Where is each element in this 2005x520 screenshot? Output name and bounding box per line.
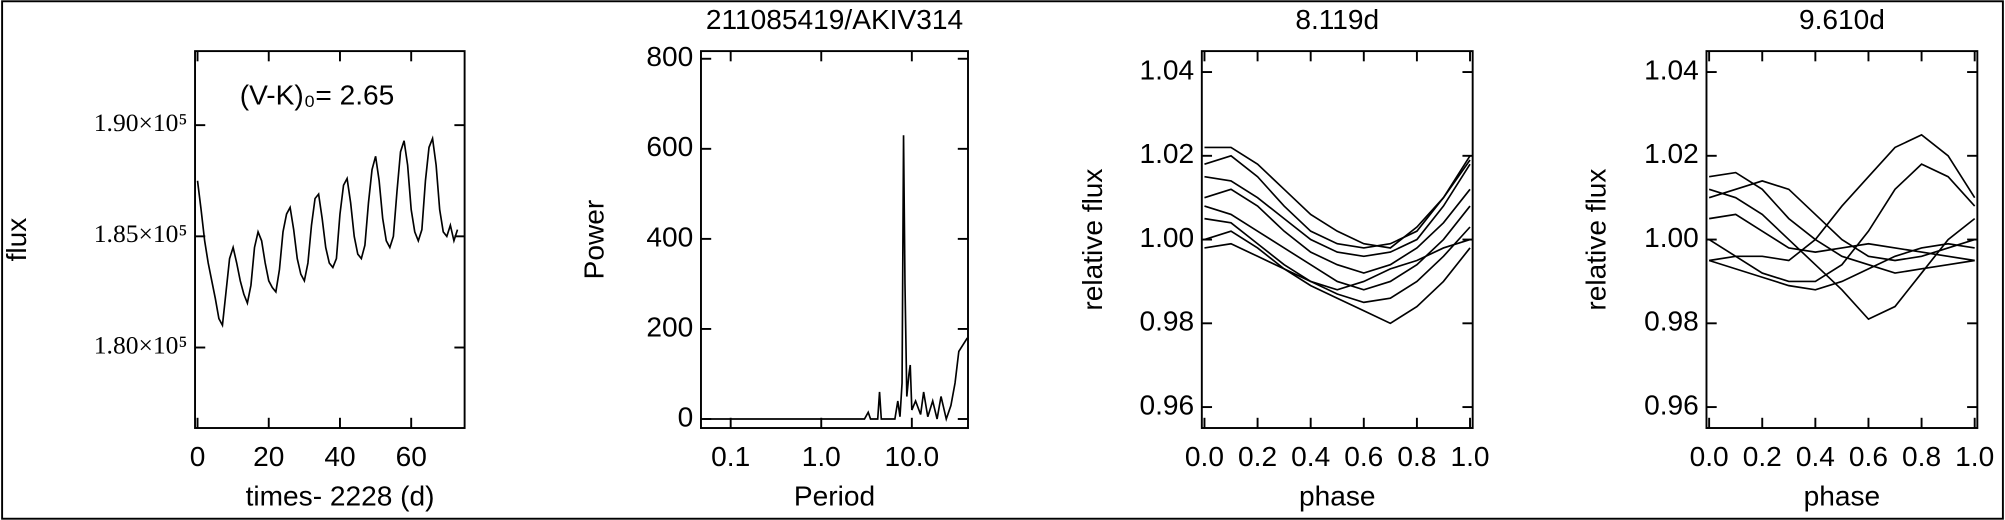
x-tick-label: 40 (324, 441, 355, 472)
y-tick-label: 1.04 (1139, 54, 1194, 85)
chart-title: 8.119d (1295, 4, 1379, 35)
y-tick-label: 0.98 (1644, 306, 1699, 337)
chart-title: 9.610d (1799, 4, 1885, 35)
x-tick-label: 60 (396, 441, 427, 472)
y-tick-label: 200 (646, 311, 693, 342)
x-axis-label: Period (794, 481, 875, 512)
x-tick-label: 0.4 (1291, 441, 1330, 472)
x-tick-label: 0.6 (1849, 441, 1888, 472)
x-tick-label: 10.0 (884, 441, 939, 472)
data-line (1709, 171, 1975, 274)
x-tick-label: 0.8 (1397, 441, 1436, 472)
data-line (1204, 146, 1471, 249)
y-tick-label: 1.80×10⁵ (94, 330, 188, 359)
x-tick-label: 1.0 (1450, 441, 1489, 472)
y-tick-label: 600 (646, 131, 693, 162)
plot-frame (1705, 50, 1979, 429)
y-tick-label: 0.96 (1644, 389, 1699, 420)
y-tick-label: 1.85×10⁵ (94, 219, 188, 248)
y-axis-label: flux (1, 218, 32, 262)
data-line (1204, 217, 1471, 304)
x-tick-label: 0.0 (1690, 441, 1729, 472)
annotation: (V-K)₀= 2.65 (240, 80, 395, 111)
data-line (1204, 230, 1471, 325)
data-line (1204, 163, 1471, 258)
data-line (196, 135, 459, 329)
x-axis-label: phase (1804, 481, 1881, 512)
y-tick-label: 1.00 (1139, 222, 1194, 253)
data-line (1709, 133, 1976, 262)
chart-title: 211085419/AKIV314 (706, 4, 963, 35)
x-tick-label: 0.6 (1344, 441, 1383, 472)
x-tick-label: 1.0 (802, 441, 841, 472)
y-axis-label: Power (579, 200, 610, 280)
data-line (1708, 188, 1976, 321)
data-line (1204, 188, 1471, 274)
x-tick-label: 0 (190, 441, 206, 472)
plot-frame (194, 50, 466, 429)
plot-frame (1200, 50, 1474, 429)
y-tick-label: 800 (646, 41, 693, 72)
x-tick-label: 1.0 (1955, 441, 1994, 472)
x-tick-label: 20 (253, 441, 284, 472)
y-tick-label: 1.90×10⁵ (94, 108, 188, 137)
x-tick-label: 0.1 (711, 441, 750, 472)
plot-frame (700, 50, 969, 429)
x-tick-label: 0.2 (1743, 441, 1782, 472)
x-tick-label: 0.2 (1238, 441, 1277, 472)
x-tick-label: 0.0 (1185, 441, 1224, 472)
data-line (1709, 213, 1975, 262)
data-line (1708, 163, 1976, 283)
y-tick-label: 0.98 (1139, 306, 1194, 337)
data-line (1204, 238, 1471, 291)
y-tick-label: 400 (646, 221, 693, 252)
x-tick-label: 0.4 (1796, 441, 1835, 472)
y-tick-label: 0 (678, 401, 694, 432)
y-tick-label: 1.00 (1644, 222, 1699, 253)
y-axis-label: relative flux (1580, 169, 1611, 311)
y-tick-label: 1.02 (1139, 138, 1194, 169)
x-tick-label: 0.8 (1902, 441, 1941, 472)
x-axis-label: phase (1299, 481, 1376, 512)
y-tick-label: 0.96 (1139, 389, 1194, 420)
y-tick-label: 1.04 (1644, 54, 1699, 85)
data-line (1708, 242, 1975, 291)
data-line (703, 135, 969, 423)
x-axis-label: times- 2228 (d) (246, 481, 435, 512)
data-line (1204, 154, 1471, 249)
y-tick-label: 1.02 (1644, 138, 1699, 169)
y-axis-label: relative flux (1077, 169, 1108, 311)
